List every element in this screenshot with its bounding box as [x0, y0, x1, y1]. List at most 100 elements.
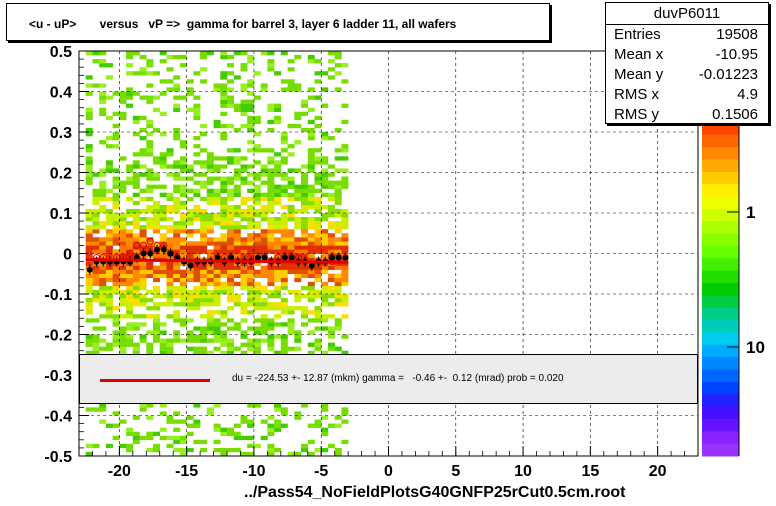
heat-cell — [139, 172, 147, 177]
heat-cell — [301, 322, 308, 327]
color-scale-label: 1 — [746, 203, 755, 222]
heat-cell — [179, 273, 187, 278]
heat-cell — [233, 192, 241, 197]
profile-point — [328, 254, 335, 261]
heat-cell — [227, 123, 234, 129]
heat-cell — [146, 241, 154, 246]
heat-cell — [179, 184, 187, 189]
heat-cell — [334, 63, 342, 68]
heat-cell — [99, 184, 107, 189]
heat-cell — [179, 140, 187, 145]
heat-cell — [112, 184, 120, 189]
heat-cell — [166, 192, 174, 197]
heat-cell — [85, 298, 93, 303]
heat-cell — [274, 447, 282, 453]
heat-cell — [314, 172, 322, 177]
heat-cell — [280, 184, 288, 189]
heat-cell — [153, 269, 160, 274]
heat-cell — [119, 342, 127, 347]
heat-cell — [220, 273, 228, 278]
heat-cell — [267, 415, 275, 420]
heat-cell — [253, 294, 261, 299]
heat-cell — [85, 233, 93, 238]
heat-cell — [179, 447, 187, 453]
heat-cell — [85, 172, 93, 177]
heat-cell — [166, 225, 174, 230]
heat-cell — [260, 241, 268, 246]
heat-cell — [327, 265, 335, 270]
heat-cell — [112, 176, 120, 181]
heat-cell — [139, 273, 147, 278]
heat-cell — [260, 233, 268, 238]
heat-cell — [247, 164, 255, 169]
heat-cell — [153, 334, 160, 339]
heat-cell — [132, 71, 140, 76]
heat-cell — [247, 123, 255, 129]
color-scale-segment — [702, 147, 739, 160]
heat-cell — [327, 314, 335, 319]
heat-cell — [314, 204, 322, 210]
heat-cell — [321, 71, 329, 76]
heat-cell — [173, 204, 181, 210]
heat-cell — [274, 192, 282, 197]
fit-legend: du = -224.53 +- 12.87 (mkm) gamma = -0.4… — [79, 354, 698, 404]
heat-cell — [99, 172, 107, 177]
heat-cell — [132, 273, 140, 278]
heat-cell — [132, 184, 140, 189]
x-axis-label: ../Pass54_NoFieldPlotsG40GNFP25rCut0.5cm… — [244, 484, 626, 501]
heat-cell — [179, 289, 187, 295]
heat-cell — [247, 59, 255, 64]
heat-cell — [274, 221, 282, 226]
heat-cell — [186, 208, 194, 214]
heat-cell — [220, 51, 228, 56]
heat-cell — [274, 245, 282, 250]
heat-cell — [159, 302, 167, 307]
heat-cell — [301, 196, 308, 202]
color-scale-segment — [702, 344, 739, 358]
heat-cell — [334, 237, 342, 242]
heat-cell — [280, 245, 288, 250]
color-scale-segment — [702, 307, 739, 321]
heat-cell — [119, 419, 127, 424]
heat-cell — [227, 431, 234, 436]
heat-cell — [220, 447, 228, 453]
heat-cell — [119, 314, 127, 319]
heat-cell — [105, 289, 113, 295]
heat-cell — [126, 285, 134, 291]
heat-cell — [321, 87, 329, 92]
heat-cell — [173, 261, 181, 266]
heat-cell — [159, 322, 167, 327]
heat-cell — [220, 237, 228, 242]
heat-cell — [301, 237, 308, 242]
heat-cell — [327, 289, 335, 295]
heat-cell — [334, 87, 342, 92]
heat-cell — [179, 298, 187, 303]
heat-cell — [253, 221, 261, 226]
heat-cell — [200, 277, 208, 283]
heat-cell — [173, 164, 181, 169]
heat-cell — [253, 306, 261, 311]
heat-cell — [227, 180, 234, 185]
heat-cell — [267, 277, 275, 283]
heat-cell — [153, 338, 160, 343]
heat-cell — [132, 439, 140, 445]
heat-cell — [193, 273, 201, 278]
heat-cell — [105, 277, 113, 283]
heat-cell — [240, 241, 248, 246]
heat-cell — [307, 196, 315, 202]
heat-cell — [85, 334, 93, 339]
heat-cell — [287, 249, 295, 254]
heat-cell — [220, 314, 228, 319]
heat-cell — [85, 168, 93, 173]
heat-cell — [287, 176, 295, 181]
heat-cell — [206, 310, 214, 315]
heat-cell — [321, 192, 329, 197]
rmsx-value: 4.9 — [737, 86, 758, 103]
heat-cell — [267, 346, 275, 351]
heat-cell — [179, 302, 187, 307]
heat-cell — [173, 107, 181, 112]
heat-cell — [260, 435, 268, 441]
heat-cell — [267, 127, 275, 133]
heat-cell — [247, 289, 255, 295]
heat-cell — [287, 310, 295, 315]
